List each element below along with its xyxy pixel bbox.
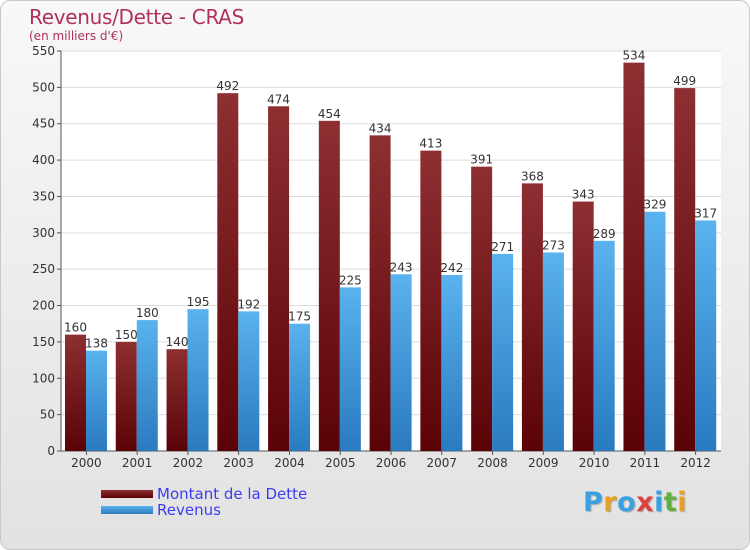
x-tick-label: 2008 <box>477 456 508 470</box>
logo-letter: x <box>636 487 655 518</box>
data-label-dette: 454 <box>318 107 341 121</box>
y-tick-label: 500 <box>32 80 55 94</box>
data-label-revenus: 180 <box>136 306 159 320</box>
bar-dette <box>674 88 696 451</box>
y-tick-label: 100 <box>32 371 55 385</box>
x-tick-label: 2000 <box>71 456 102 470</box>
bar-revenus <box>441 275 463 451</box>
x-tick-label: 2007 <box>426 456 457 470</box>
data-label-dette: 534 <box>623 49 646 63</box>
data-label-dette: 391 <box>470 153 493 167</box>
bar-revenus <box>339 287 361 451</box>
bar-revenus <box>289 323 311 451</box>
legend-label-dette: Montant de la Dette <box>157 485 308 503</box>
bar-dette <box>521 183 543 451</box>
legend: Montant de la Dette Revenus <box>101 486 307 518</box>
data-label-dette: 492 <box>216 79 239 93</box>
bar-revenus <box>136 320 158 451</box>
bar-dette <box>369 135 391 451</box>
data-label-revenus: 271 <box>491 240 514 254</box>
data-label-dette: 160 <box>64 321 87 335</box>
x-tick-label: 2009 <box>528 456 559 470</box>
chart-subtitle: (en milliers d'€) <box>29 29 124 43</box>
legend-item-dette: Montant de la Dette <box>101 486 307 502</box>
x-tick-label: 2010 <box>579 456 610 470</box>
y-tick-label: 250 <box>32 262 55 276</box>
data-label-revenus: 192 <box>237 297 260 311</box>
chart-title: Revenus/Dette - CRAS <box>29 5 245 29</box>
y-tick-label: 200 <box>32 299 55 313</box>
y-tick-label: 0 <box>47 444 55 458</box>
y-tick-label: 50 <box>40 408 55 422</box>
bar-revenus <box>695 220 717 451</box>
x-tick-label: 2002 <box>173 456 204 470</box>
data-label-revenus: 317 <box>694 206 717 220</box>
bar-dette <box>217 93 239 451</box>
data-label-revenus: 175 <box>288 310 311 324</box>
data-label-revenus: 225 <box>339 273 362 287</box>
bar-revenus <box>390 274 412 451</box>
y-tick-label: 400 <box>32 153 55 167</box>
data-label-revenus: 289 <box>593 227 616 241</box>
bar-dette <box>471 166 493 452</box>
data-label-revenus: 273 <box>542 238 565 252</box>
bar-dette <box>65 334 86 451</box>
bar-revenus <box>238 311 260 451</box>
x-tick-label: 2012 <box>680 456 711 470</box>
x-tick-label: 2011 <box>630 456 661 470</box>
data-label-revenus: 243 <box>390 260 413 274</box>
data-label-dette: 140 <box>166 335 189 349</box>
logo-letter: P <box>583 487 604 518</box>
bar-revenus <box>492 253 514 451</box>
x-tick-label: 2005 <box>325 456 356 470</box>
y-tick-label: 450 <box>32 117 55 131</box>
legend-swatch-dette <box>101 490 153 498</box>
y-tick-label: 300 <box>32 226 55 240</box>
data-label-revenus: 242 <box>440 261 463 275</box>
data-label-revenus: 138 <box>85 337 108 351</box>
logo-letter: o <box>617 487 637 518</box>
bar-dette <box>420 150 442 452</box>
bar-dette <box>166 349 188 451</box>
legend-swatch-revenus <box>101 506 153 514</box>
logo-letter: i <box>654 487 664 518</box>
bar-dette <box>115 341 137 451</box>
bar-revenus <box>86 350 107 451</box>
bar-dette <box>318 120 340 452</box>
x-tick-label: 2001 <box>122 456 153 470</box>
x-tick-label: 2003 <box>223 456 254 470</box>
y-tick-label: 350 <box>32 189 55 203</box>
x-tick-label: 2004 <box>274 456 305 470</box>
bar-revenus <box>644 211 666 451</box>
proxiti-logo: Proxiti <box>583 487 687 518</box>
data-label-dette: 150 <box>115 328 138 342</box>
bar-dette <box>623 62 645 452</box>
data-label-dette: 343 <box>572 188 595 202</box>
bar-revenus <box>542 252 564 451</box>
y-tick-label: 150 <box>32 335 55 349</box>
legend-item-revenus: Revenus <box>101 502 307 518</box>
bar-revenus <box>593 240 615 451</box>
legend-label-revenus: Revenus <box>157 501 221 519</box>
data-label-dette: 368 <box>521 169 544 183</box>
logo-letter: t <box>663 487 678 518</box>
y-tick-label: 550 <box>32 44 55 58</box>
x-tick-label: 2006 <box>376 456 407 470</box>
data-label-dette: 413 <box>419 137 442 151</box>
data-label-dette: 499 <box>673 74 696 88</box>
data-label-dette: 474 <box>267 92 290 106</box>
data-label-revenus: 195 <box>187 295 210 309</box>
data-label-dette: 434 <box>369 121 392 135</box>
bar-revenus <box>187 309 209 451</box>
data-label-revenus: 329 <box>644 198 667 212</box>
logo-letter: r <box>603 487 618 518</box>
bar-dette <box>268 106 290 451</box>
logo-letter: i <box>677 487 688 518</box>
bar-dette <box>572 201 594 451</box>
